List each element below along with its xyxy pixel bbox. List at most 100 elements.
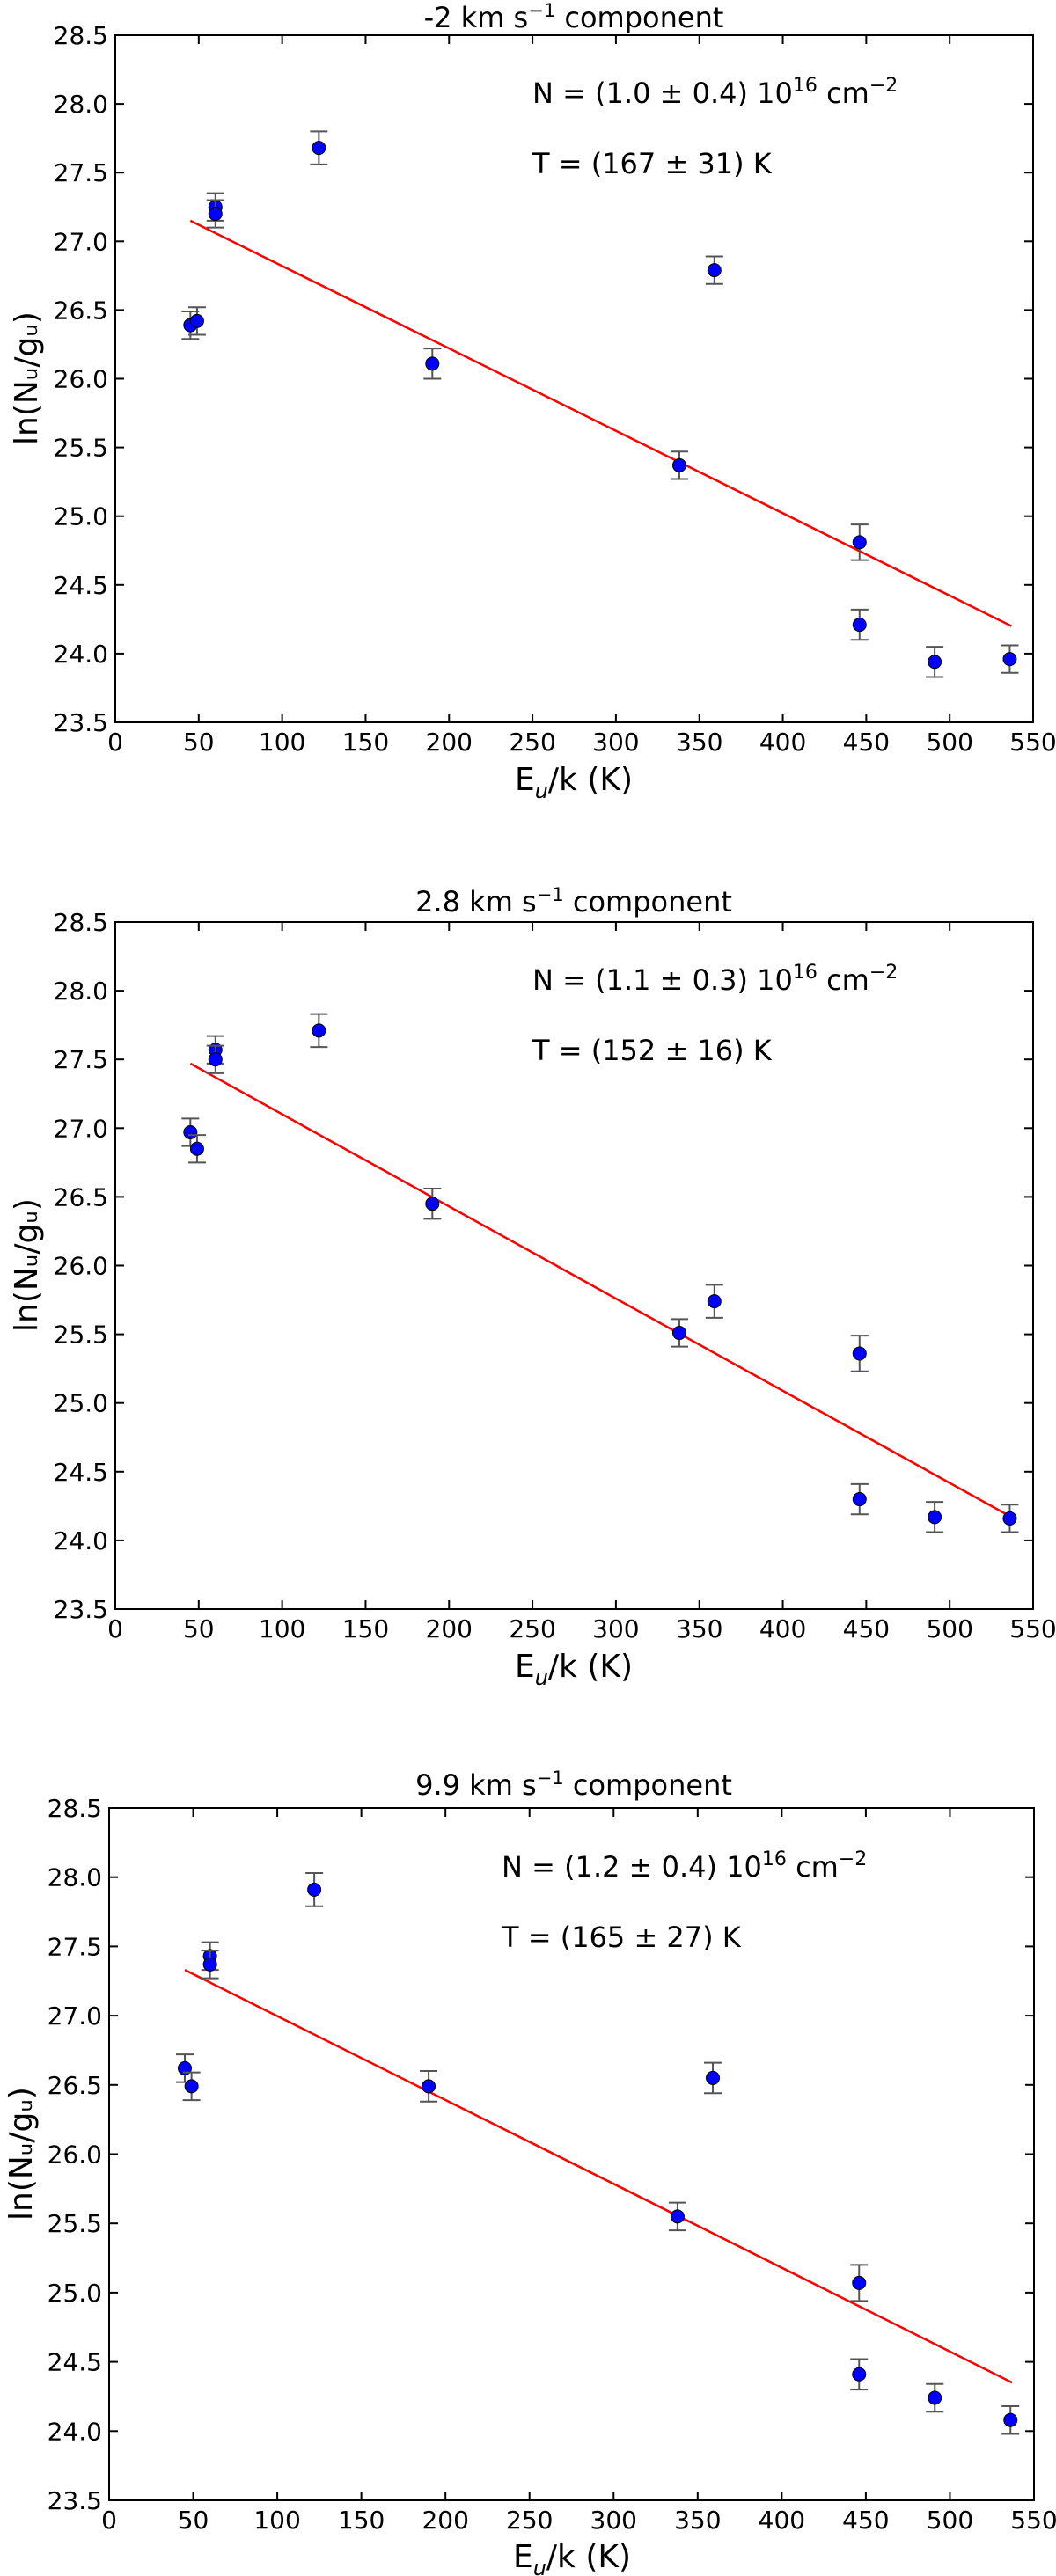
panel-3-x-tick-label: 100: [253, 2506, 300, 2535]
panel-1-data-point: [852, 618, 867, 633]
panel-1-x-tick-label: 50: [183, 728, 215, 757]
panel-1-y-tick-label: 27.5: [54, 158, 108, 187]
panel-3-y-tick-label: 23.5: [48, 2486, 102, 2515]
panel-1-x-tick-label: 200: [426, 728, 473, 757]
panel-2-x-tick-label: 250: [509, 1614, 555, 1643]
panel-2-title: 2.8 km s−1 component: [415, 884, 732, 918]
panel-2-x-tick-label: 200: [426, 1614, 473, 1643]
panel-1-data-point: [852, 535, 867, 550]
panel-3-x-tick-label: 500: [927, 2506, 973, 2535]
panel-1-fit-line: [189, 219, 1012, 627]
panel-1-y-tick-label: 24.5: [54, 571, 108, 600]
panel-1-x-tick-label: 300: [592, 728, 639, 757]
panel-1-x-tick-label: 450: [843, 728, 890, 757]
panel-3-data-point: [670, 2209, 685, 2224]
panel-2-x-tick-label: 400: [759, 1614, 806, 1643]
panel-2-data-point: [183, 1124, 198, 1139]
panel-3-y-tick-label: 24.0: [48, 2417, 102, 2446]
panel-3-data-point: [422, 2079, 436, 2094]
panel-1-x-tick-label: 350: [676, 728, 722, 757]
panel-3-plot-area: [108, 1807, 1035, 2501]
panel-2-x-tick-label: 0: [107, 1614, 123, 1643]
panel-2-plot-area: [114, 921, 1034, 1610]
panel-3-x-tick-label: 450: [842, 2506, 889, 2535]
panel-1-x-tick-label: 100: [259, 728, 305, 757]
panel-3-y-tick-label: 25.5: [48, 2209, 102, 2238]
panel-3-x-tick-label: 400: [759, 2506, 805, 2535]
panel-1-annotation-T: T = (167 ± 31) K: [532, 147, 773, 180]
panel-1-data-point: [312, 141, 326, 156]
panel-2-y-tick-label: 27.0: [54, 1114, 108, 1143]
panel-3-data-point: [202, 1957, 217, 1972]
panel-2-y-tick-label: 26.5: [54, 1182, 108, 1211]
panel-2-x-tick-label: 100: [259, 1614, 305, 1643]
panel-3-plot-content: 0 50 100 150 200 250 300 350 400 450 500 550 23.5 24.…: [48, 1794, 1056, 2535]
panel-3-x-tick-label: 550: [1010, 2506, 1056, 2535]
panel-3-x-tick-label: 250: [506, 2506, 553, 2535]
panel-2-x-tick-label: 50: [183, 1614, 215, 1643]
panel-3-x-tick-label: 300: [590, 2506, 637, 2535]
panel-2-x-axis-label: Eu/k (K): [515, 1649, 633, 1690]
panel-2-y-tick-label: 24.0: [54, 1526, 108, 1555]
panel-1-annotation-N: N = (1.0 ± 0.4) 1016 cm−2: [532, 75, 898, 110]
panel-3-y-tick-label: 27.0: [48, 2002, 102, 2031]
panel-1-data-point: [707, 263, 722, 278]
panel-3-y-axis-label: ln(Nᵤ/gᵤ): [4, 2087, 40, 2221]
panel-1-data-point: [208, 207, 223, 222]
panel-3-x-tick-label: 0: [101, 2506, 117, 2535]
panel-1-x-tick-label: 0: [107, 728, 123, 757]
panel-2-data-point: [852, 1492, 867, 1507]
panel-3-data-point: [852, 2367, 867, 2382]
panel-3-title: 9.9 km s−1 component: [415, 1767, 732, 1802]
panel-1-x-tick-label: 250: [509, 728, 555, 757]
panel-1-plot-area: [114, 34, 1034, 723]
panel-3-y-tick-label: 24.5: [48, 2348, 102, 2377]
panel-1-y-tick-label: 28.0: [54, 90, 108, 119]
panel-1-y-axis-label: ln(Nᵤ/gᵤ): [9, 311, 45, 445]
panel-2-annotation-T: T = (152 ± 16) K: [532, 1034, 773, 1067]
panel-1-data-point: [671, 457, 686, 472]
panel-2-x-tick-label: 500: [926, 1614, 972, 1643]
panel-3-data-point: [706, 2070, 721, 2085]
panel-2-data-point: [1002, 1511, 1017, 1526]
panel-2-data-point: [312, 1023, 326, 1038]
panel-3-y-tick-label: 27.5: [48, 1932, 102, 1961]
panel-3-annotation-T: T = (165 ± 27) K: [501, 1921, 742, 1954]
panel-3-data-point: [1003, 2412, 1018, 2427]
panel-2-data-point: [208, 1052, 223, 1067]
panel-1-x-tick-label: 500: [926, 728, 972, 757]
panel-3-data-point: [307, 1882, 322, 1897]
panel-1-data-point: [1002, 652, 1017, 667]
panel-3-fit-line: [184, 1969, 1013, 2384]
panel-2-data-point: [189, 1141, 204, 1156]
panel-2-data-point: [707, 1294, 722, 1309]
panel-3-x-tick-label: 350: [674, 2506, 721, 2535]
panel-2-x-tick-label: 150: [342, 1614, 389, 1643]
panel-2-y-tick-label: 26.0: [54, 1252, 108, 1281]
panel-2-x-tick-label: 350: [676, 1614, 722, 1643]
panel-1-y-tick-label: 27.0: [54, 227, 108, 256]
panel-1-y-tick-label: 24.0: [54, 640, 108, 669]
panel-3-x-axis-label: Eu/k (K): [513, 2539, 631, 2576]
panel-1-data-point: [189, 313, 204, 328]
panel-2-fit-line: [189, 1062, 1012, 1519]
panel-2-x-tick-label: 300: [592, 1614, 639, 1643]
panel-3-x-tick-label: 50: [178, 2506, 209, 2535]
panel-2-data-point: [425, 1197, 440, 1211]
panel-2: 2.8 km s−1 component N = (1.1 ± 0.3) 101…: [9, 884, 1056, 1690]
panel-1-data-point: [928, 655, 942, 670]
panel-1-x-tick-label: 550: [1009, 728, 1056, 757]
panel-1-data-point: [425, 356, 440, 371]
panel-2-data-point: [928, 1510, 942, 1525]
panel-2-y-tick-label: 25.0: [54, 1389, 108, 1418]
panel-3-x-tick-label: 200: [422, 2506, 468, 2535]
panel-2-y-tick-label: 23.5: [54, 1595, 108, 1624]
panel-1-y-tick-label: 23.5: [54, 708, 108, 737]
panel-1-y-tick-label: 25.0: [54, 502, 108, 531]
panel-2-data-point: [671, 1326, 686, 1341]
panel-2-data-point: [852, 1346, 867, 1361]
panel-3-x-tick-label: 150: [338, 2506, 385, 2535]
panel-2-annotation-N: N = (1.1 ± 0.3) 1016 cm−2: [532, 962, 898, 997]
panel-1-x-axis-label: Eu/k (K): [515, 762, 633, 803]
